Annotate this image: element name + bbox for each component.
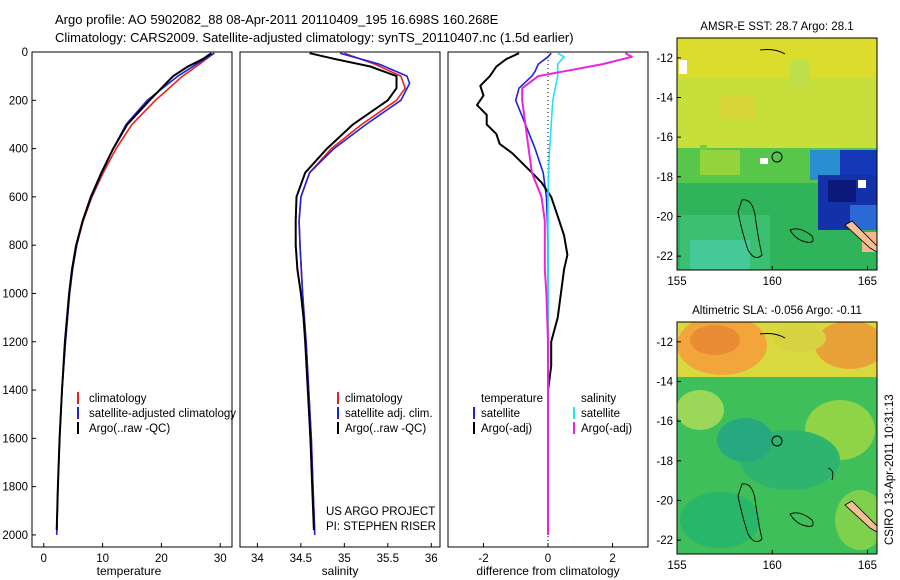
salinity-lines bbox=[294, 52, 411, 535]
series-line-salinity-argo-adj- bbox=[521, 52, 633, 535]
legend-satellite: satellite-adjusted climatology bbox=[89, 408, 236, 420]
sla-map-frame bbox=[676, 321, 878, 555]
difference-xlabel: difference from climatology bbox=[476, 564, 619, 578]
map-y-tick-label: -20 bbox=[656, 495, 673, 507]
map-x-tick-label: 155 bbox=[667, 560, 686, 572]
temperature-xticks: 0 10 20 30 bbox=[41, 543, 227, 565]
depth-tick-label: 200 bbox=[9, 95, 28, 107]
temperature-frame bbox=[31, 51, 233, 548]
csiro-stamp: CSIRO 13-Apr-2011 10:31:13 bbox=[884, 394, 896, 545]
x-tick-label: 20 bbox=[155, 553, 168, 565]
pi-label: PI: STEPHEN RISER bbox=[326, 521, 436, 533]
series-line-argo-raw-qc- bbox=[55, 52, 212, 531]
sla-map-title: Altimetric SLA: -0.056 Argo: -0.11 bbox=[692, 305, 862, 317]
x-tick-label: 0 bbox=[545, 553, 551, 565]
x-tick-label: 35.5 bbox=[377, 553, 399, 565]
depth-tick-label: 2000 bbox=[2, 530, 28, 542]
x-tick-label: 30 bbox=[214, 553, 227, 565]
map-y-tick-label: -18 bbox=[656, 456, 673, 468]
sst-map-frame bbox=[676, 37, 878, 271]
x-tick-label: 34 bbox=[251, 553, 264, 565]
x-tick-label: 2 bbox=[609, 553, 615, 565]
legend-salinity-header: salinity bbox=[581, 393, 616, 405]
sla-map-field bbox=[677, 322, 877, 554]
depth-tick-label: 600 bbox=[9, 192, 28, 204]
salinity-legend: climatology satellite adj. clim. Argo(..… bbox=[337, 392, 433, 435]
legend-sal-argo: Argo(-adj) bbox=[581, 423, 632, 435]
x-tick-label: -2 bbox=[478, 553, 488, 565]
map-y-tick-label: -22 bbox=[656, 535, 673, 547]
title-line2: Climatology: CARS2009. Satellite-adjuste… bbox=[55, 30, 574, 45]
temperature-legend: climatology satellite-adjusted climatolo… bbox=[77, 392, 236, 435]
sst-map-field bbox=[677, 38, 877, 270]
x-tick-label: 0 bbox=[41, 553, 47, 565]
map-x-tick-label: 165 bbox=[858, 276, 877, 288]
series-line-argo-raw-qc- bbox=[294, 52, 398, 531]
depth-tick-label: 1400 bbox=[2, 385, 28, 397]
map-y-tick-label: -18 bbox=[656, 172, 673, 184]
sst-map-xticks: 155 160 165 bbox=[667, 266, 877, 288]
legend-climatology: climatology bbox=[345, 393, 403, 405]
x-tick-label: 36 bbox=[425, 553, 438, 565]
series-line-satellite-adj-clim- bbox=[298, 52, 411, 535]
map-x-tick-label: 160 bbox=[763, 560, 782, 572]
map-y-tick-label: -20 bbox=[656, 211, 673, 223]
legend-climatology: climatology bbox=[89, 393, 147, 405]
map-x-tick-label: 155 bbox=[667, 276, 686, 288]
map-y-tick-label: -14 bbox=[656, 376, 673, 388]
series-line-satellite-adjusted-climatology bbox=[55, 52, 215, 535]
temperature-xlabel: temperature bbox=[97, 564, 162, 578]
depth-tick-label: 1800 bbox=[2, 482, 28, 494]
map-y-tick-label: -16 bbox=[656, 416, 673, 428]
sla-profile-marker bbox=[771, 435, 783, 447]
legend-temp-argo: Argo(-adj) bbox=[481, 423, 532, 435]
salinity-panel: 34 34.5 35 35.5 36 salinity climatology sate… bbox=[239, 51, 441, 578]
series-line-climatology bbox=[55, 52, 215, 535]
difference-legend: temperature satellite Argo(-adj) salinit… bbox=[473, 393, 632, 435]
salinity-xticks: 34 34.5 35 35.5 36 bbox=[251, 543, 438, 565]
depth-tick-label: 0 bbox=[22, 47, 28, 59]
legend-argo: Argo(..raw -QC) bbox=[89, 423, 170, 435]
legend-sal-satellite: satellite bbox=[581, 408, 620, 420]
depth-tick-label: 1200 bbox=[2, 337, 28, 349]
legend-satellite: satellite adj. clim. bbox=[345, 408, 433, 420]
difference-lines bbox=[476, 52, 633, 535]
difference-xticks: -2 0 2 bbox=[478, 543, 616, 565]
temperature-lines bbox=[55, 52, 215, 535]
legend-temp-satellite: satellite bbox=[481, 408, 520, 420]
x-tick-label: 34.5 bbox=[290, 553, 312, 565]
x-tick-label: 35 bbox=[338, 553, 351, 565]
legend-temperature-header: temperature bbox=[481, 393, 543, 405]
series-line-temperature-argo-adj- bbox=[476, 52, 569, 535]
depth-tick-label: 400 bbox=[9, 144, 28, 156]
depth-tick-label: 1600 bbox=[2, 433, 28, 445]
depth-tick-label: 1000 bbox=[2, 288, 28, 300]
sla-map: Altimetric SLA: -0.056 Argo: -0.11 155 16… bbox=[656, 305, 878, 572]
sla-map-xticks: 155 160 165 bbox=[667, 550, 877, 572]
sla-map-yticks: -12 -14 -16 -18 -20 -22 bbox=[656, 337, 681, 547]
sst-map: AMSR-E SST: 28.7 Argo: 28.1 bbox=[656, 21, 878, 288]
salinity-xlabel: salinity bbox=[322, 564, 359, 578]
map-y-tick-label: -16 bbox=[656, 132, 673, 144]
legend-argo: Argo(..raw -QC) bbox=[345, 423, 426, 435]
map-x-tick-label: 160 bbox=[763, 276, 782, 288]
sst-profile-marker bbox=[771, 151, 783, 163]
map-y-tick-label: -22 bbox=[656, 251, 673, 263]
sst-map-title: AMSR-E SST: 28.7 Argo: 28.1 bbox=[700, 21, 853, 33]
title-line1: Argo profile: AO 5902082_88 08-Apr-2011 … bbox=[55, 12, 499, 27]
map-x-tick-label: 165 bbox=[858, 560, 877, 572]
project-label: US ARGO PROJECT bbox=[326, 506, 435, 518]
map-y-tick-label: -12 bbox=[656, 53, 673, 65]
x-tick-label: 10 bbox=[96, 553, 109, 565]
map-y-tick-label: -12 bbox=[656, 337, 673, 349]
difference-panel: -2 0 2 difference from climatology tempera… bbox=[447, 51, 649, 578]
depth-ticks: 0 200 400 600 800 1000 1200 1400 1600 1800 2000 bbox=[2, 47, 36, 542]
sst-map-yticks: -12 -14 -16 -18 -20 -22 bbox=[656, 53, 681, 263]
temperature-panel: 0 200 400 600 800 1000 1200 1400 1600 1800 2000 0 1… bbox=[2, 47, 236, 578]
map-y-tick-label: -14 bbox=[656, 92, 673, 104]
depth-tick-label: 800 bbox=[9, 240, 28, 252]
salinity-frame bbox=[239, 51, 441, 548]
